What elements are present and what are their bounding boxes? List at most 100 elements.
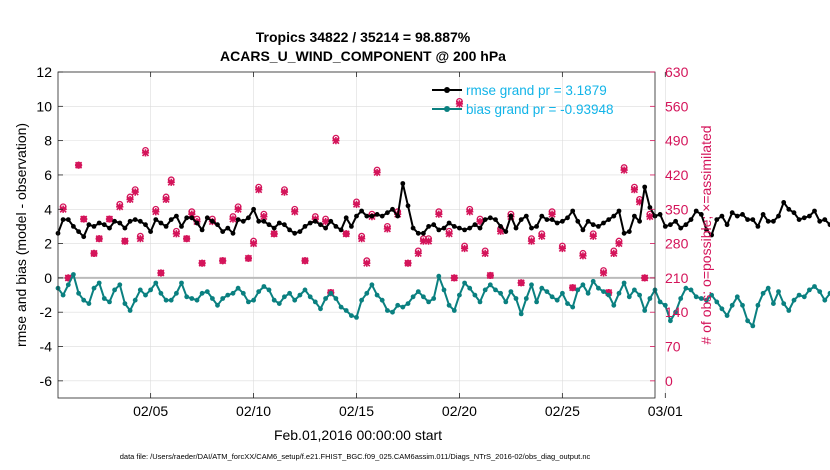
rmse-point [616,208,622,214]
rmse-point [117,220,123,226]
obs-assimilated-marker [131,188,139,196]
bias-point [235,285,241,291]
rmse-point [158,220,164,226]
bias-point [246,299,251,305]
bias-point [549,294,555,300]
y-tick-label-left: -4 [40,339,53,355]
obs-assimilated-marker [599,269,608,277]
rmse-point [554,220,560,226]
bias-point [822,297,828,303]
obs-assimilated-marker [167,178,175,186]
rmse-point [451,224,457,229]
y-tick-label-right: 560 [665,98,689,114]
bias-point [292,297,298,303]
obs-assimilated-marker [219,257,227,265]
bias-point [261,284,267,289]
bias-point [225,292,231,298]
obs-assimilated-marker [157,269,165,277]
rmse-point [580,227,586,233]
rmse-point [508,213,514,219]
obs-assimilated-marker [188,210,196,218]
obs-assimilated-marker [404,259,412,267]
bias-point [421,294,426,300]
rmse-point [71,224,76,229]
obs-assimilated-marker [383,225,391,233]
bias-point [328,290,334,296]
bias-point [323,296,328,301]
obs-assimilated-marker [249,239,258,248]
rmse-point [256,218,262,224]
bias-point [539,285,545,291]
rmse-point [523,213,529,219]
rmse-point [132,217,138,223]
bias-point [374,292,380,298]
rmse-point [755,224,761,229]
obs-assimilated-marker [105,215,114,223]
bias-point [714,299,720,305]
bias-point [632,287,637,293]
rmse-point [750,217,756,223]
rmse-point [503,229,509,235]
bias-point [565,301,570,306]
bias-line [57,273,830,327]
bias-point [791,297,797,303]
bias-point [765,285,771,291]
rmse-point [179,224,184,229]
rmse-point [791,210,797,216]
bias-point [112,287,117,293]
bias-point [204,289,210,294]
rmse-point [297,229,303,235]
y-tick-label-right: 490 [665,133,689,149]
bias-point [287,290,292,296]
obs-assimilated-marker [74,161,83,169]
bias-point [513,296,519,301]
obs-assimilated-marker [260,213,268,221]
obs-assimilated-marker [136,235,144,243]
rmse-point [127,218,133,224]
rmse-point [395,213,401,219]
bias-point [570,304,576,310]
rmse-point [184,215,190,221]
rmse-point [673,218,678,224]
y-axis-right-label: # of obs: o=possible; ×=assimilated [698,125,714,344]
obs-assimilated-marker [198,259,206,267]
bias-point [379,297,385,303]
bias-point [662,302,668,308]
obs-assimilated-marker [424,237,433,245]
rmse-point [745,217,750,223]
bias-point [132,297,138,303]
bias-point [626,294,632,300]
bias-point [107,299,112,305]
bias-point [446,302,452,308]
bias-point [251,297,256,303]
bias-point [487,282,493,288]
rmse-point [668,222,673,228]
bias-point [415,289,421,294]
y-tick-label-left: -2 [40,304,53,320]
obs-assimilated-marker [527,237,536,245]
rmse-point [76,229,81,235]
rmse-point [210,218,215,224]
obs-assimilated-marker [162,195,170,204]
obs-assimilated-marker [152,208,160,216]
rmse-point [786,206,792,212]
bias-point [194,297,200,303]
y-tick-label-right: 140 [665,304,689,320]
rmse-point [400,181,406,186]
bias-point [740,302,745,308]
bias-point [148,287,154,293]
rmse-point [544,217,550,223]
obs-assimilated-marker [646,213,654,221]
rmse-point [626,229,632,235]
rmse-point [60,217,66,223]
bias-point [673,309,678,315]
rmse-point [143,222,148,228]
obs-assimilated-marker [620,166,628,174]
bias-point [96,280,102,286]
bias-point [256,289,262,294]
rmse-point [529,225,534,231]
x-tick-label: 02/20 [442,403,477,419]
bias-point [801,294,807,300]
rmse-point [359,208,364,214]
rmse-point [220,229,226,235]
